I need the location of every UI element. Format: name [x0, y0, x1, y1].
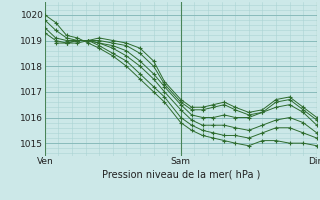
- X-axis label: Pression niveau de la mer( hPa ): Pression niveau de la mer( hPa ): [102, 169, 260, 179]
